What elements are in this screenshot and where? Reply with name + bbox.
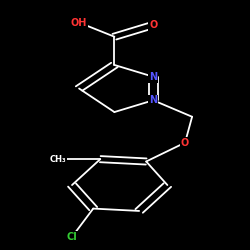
- Text: N: N: [149, 72, 157, 82]
- Text: O: O: [149, 20, 158, 30]
- Text: CH₃: CH₃: [50, 155, 66, 164]
- Text: O: O: [181, 138, 189, 148]
- Text: N: N: [149, 95, 157, 105]
- Text: Cl: Cl: [67, 232, 78, 242]
- Text: OH: OH: [71, 18, 87, 28]
